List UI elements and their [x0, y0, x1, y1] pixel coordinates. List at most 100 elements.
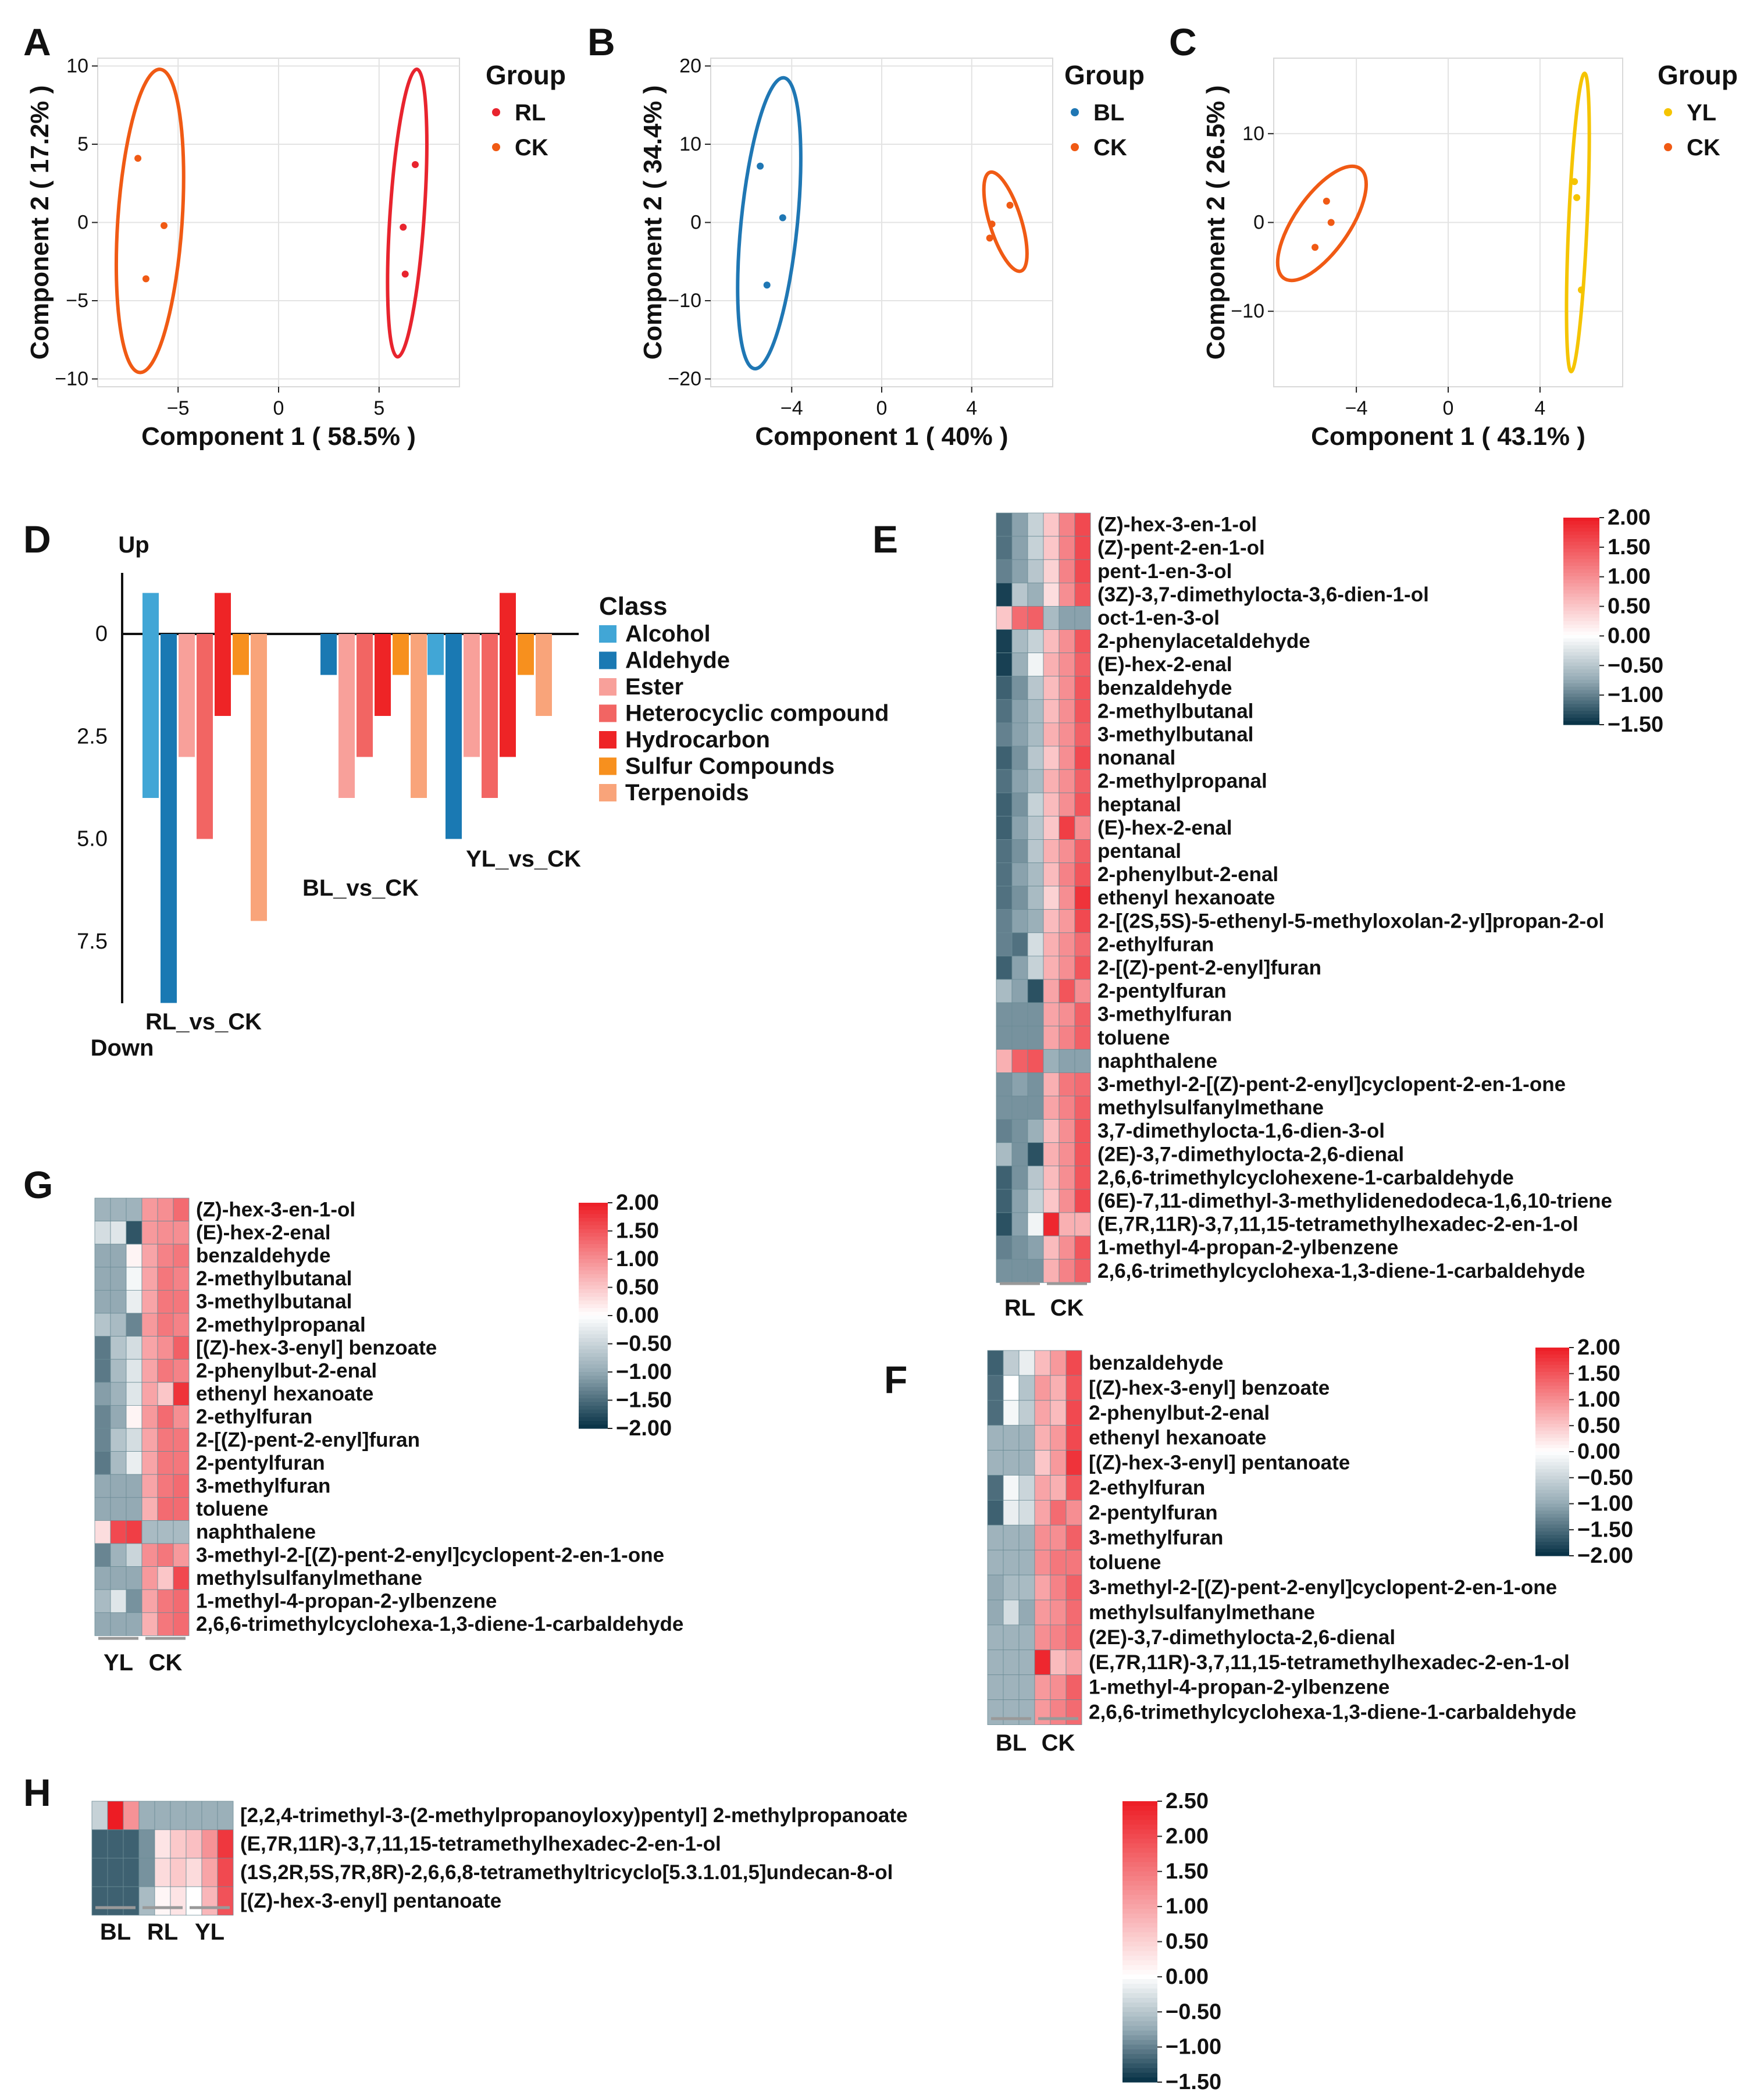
heatmap-cell: [1059, 909, 1075, 933]
colorbar-segment: [1122, 1946, 1157, 1952]
colorbar-segment: [1563, 655, 1599, 660]
colorbar-tick-label: −0.50: [1577, 1466, 1633, 1490]
heatmap-cell: [91, 1829, 108, 1859]
heatmap-cell: [996, 559, 1013, 583]
heatmap-cell: [1003, 1375, 1020, 1401]
heatmap-cell: [1043, 1166, 1060, 1190]
colorbar-segment: [1122, 1988, 1157, 1994]
colorbar-segment: [1535, 1503, 1569, 1508]
heatmap-cell: [1027, 1189, 1044, 1213]
colorbar-segment: [1122, 1941, 1157, 1947]
heatmap-row-label: 3-methyl-2-[(Z)-pent-2-enyl]cyclopent-2-…: [1089, 1576, 1557, 1599]
colorbar-segment: [1122, 1829, 1157, 1834]
colorbar-segment: [1535, 1542, 1569, 1546]
heatmap-cell: [1027, 606, 1044, 630]
heatmap-cell: [996, 582, 1013, 607]
heatmap-cell: [1059, 606, 1075, 630]
colorbar-segment: [1122, 1824, 1157, 1830]
colorbar-segment: [579, 1402, 608, 1406]
heatmap-cell: [170, 1801, 187, 1830]
heatmap-row-label: 2-ethylfuran: [1097, 933, 1214, 956]
heatmap-cell: [1034, 1499, 1051, 1526]
heatmap-cell: [1034, 1649, 1051, 1676]
x-tick-label: 0: [273, 397, 284, 419]
heatmap-cell: [173, 1198, 190, 1221]
colorbar-segment: [579, 1330, 608, 1335]
heatmap-cell: [987, 1499, 1004, 1526]
bar-down-sulfur-compounds: [233, 634, 249, 675]
heatmap-row-label: (E,7R,11R)-3,7,11,15-tetramethylhexadec-…: [1097, 1213, 1578, 1236]
colorbar-segment: [579, 1244, 608, 1249]
heatmap-cell: [1059, 746, 1075, 770]
colorbar-segment: [1535, 1382, 1569, 1387]
heatmap-cell: [996, 1235, 1013, 1260]
heatmap-cell: [1043, 1002, 1060, 1027]
heatmap-cell: [157, 1451, 174, 1475]
colorbar-tick-label: 1.50: [1577, 1362, 1620, 1386]
heatmap-cell: [173, 1359, 190, 1383]
heatmap-cell: [987, 1674, 1004, 1700]
heatmap-cell: [126, 1405, 142, 1429]
legend-label: Terpenoids: [625, 780, 749, 806]
heatmap-cell: [1065, 1350, 1082, 1376]
colorbar-segment: [1122, 1974, 1157, 1980]
colorbar-segment: [579, 1252, 608, 1256]
heatmap-cell: [1074, 606, 1091, 630]
colorbar-segment: [579, 1232, 608, 1237]
heatmap-cell: [1043, 1189, 1060, 1213]
colorbar-segment: [1563, 579, 1599, 584]
colorbar-segment: [579, 1409, 608, 1414]
heatmap-cell: [987, 1475, 1004, 1501]
colorbar-segment: [1563, 572, 1599, 577]
heatmap-cell: [1043, 629, 1060, 653]
colorbar-segment: [579, 1214, 608, 1218]
data-point-rl: [401, 270, 409, 278]
heatmap-cell: [1043, 746, 1060, 770]
colorbar-tick-label: −1.50: [616, 1388, 672, 1413]
heatmap-cell: [1027, 863, 1044, 886]
heatmap-cell: [107, 1829, 124, 1859]
heatmap-row-label: methylsulfanylmethane: [196, 1567, 422, 1590]
heatmap-cell: [1043, 932, 1060, 957]
colorbar-tick-label: −0.50: [1608, 653, 1663, 678]
heatmap-row-label: (1S,2R,5S,7R,8R)-2,6,6,8-tetramethyltric…: [240, 1861, 893, 1884]
legend-label: YL: [1687, 100, 1716, 126]
heatmap-cell: [1003, 1599, 1020, 1626]
heatmap-cell: [1059, 1025, 1075, 1050]
heatmap-cell: [1027, 1096, 1044, 1120]
colorbar-segment: [1535, 1368, 1569, 1373]
heatmap-cell: [1043, 512, 1060, 537]
heatmap-cell: [123, 1829, 140, 1859]
heatmap-cell: [1050, 1574, 1067, 1601]
colorbar-segment: [1122, 2030, 1157, 2036]
heatmap-cell: [1074, 1166, 1091, 1190]
heatmap-cell: [1034, 1549, 1051, 1576]
y-tick-label: −10: [668, 290, 701, 312]
heatmap-cell: [141, 1589, 158, 1613]
heatmap-row-label: benzaldehyde: [1089, 1352, 1223, 1374]
heatmap-cell: [996, 932, 1013, 957]
colorbar-segment: [1563, 521, 1599, 525]
colorbar-segment: [1563, 534, 1599, 539]
heatmap-cell: [1074, 1212, 1091, 1236]
scatter-panel-a: −5 0 5 −10 −5 0 5 10 Component 1 ( 58.5% ) Compon…: [26, 55, 566, 451]
colorbar-segment: [579, 1394, 608, 1399]
heatmap-row-label: (Z)-pent-2-en-1-ol: [1097, 537, 1265, 559]
colorbar-segment: [1563, 686, 1599, 691]
heatmap-row-label: pent-1-en-3-ol: [1097, 560, 1232, 583]
heatmap-cell: [1018, 1549, 1035, 1576]
colorbar-segment: [579, 1360, 608, 1365]
heatmap-cell: [996, 512, 1013, 537]
heatmap-cell: [1027, 769, 1044, 793]
legend-label: Sulfur Compounds: [625, 754, 835, 779]
heatmap-cell: [1059, 886, 1075, 910]
heatmap-cell: [1043, 1072, 1060, 1096]
colorbar-segment: [579, 1311, 608, 1316]
colorbar-segment: [579, 1225, 608, 1229]
y-tick-label: 0: [690, 212, 701, 234]
colorbar-segment: [1563, 528, 1599, 532]
heatmap-cell: [173, 1520, 190, 1544]
heatmap-cell: [1059, 1119, 1075, 1143]
heatmap-cell: [1074, 909, 1091, 933]
